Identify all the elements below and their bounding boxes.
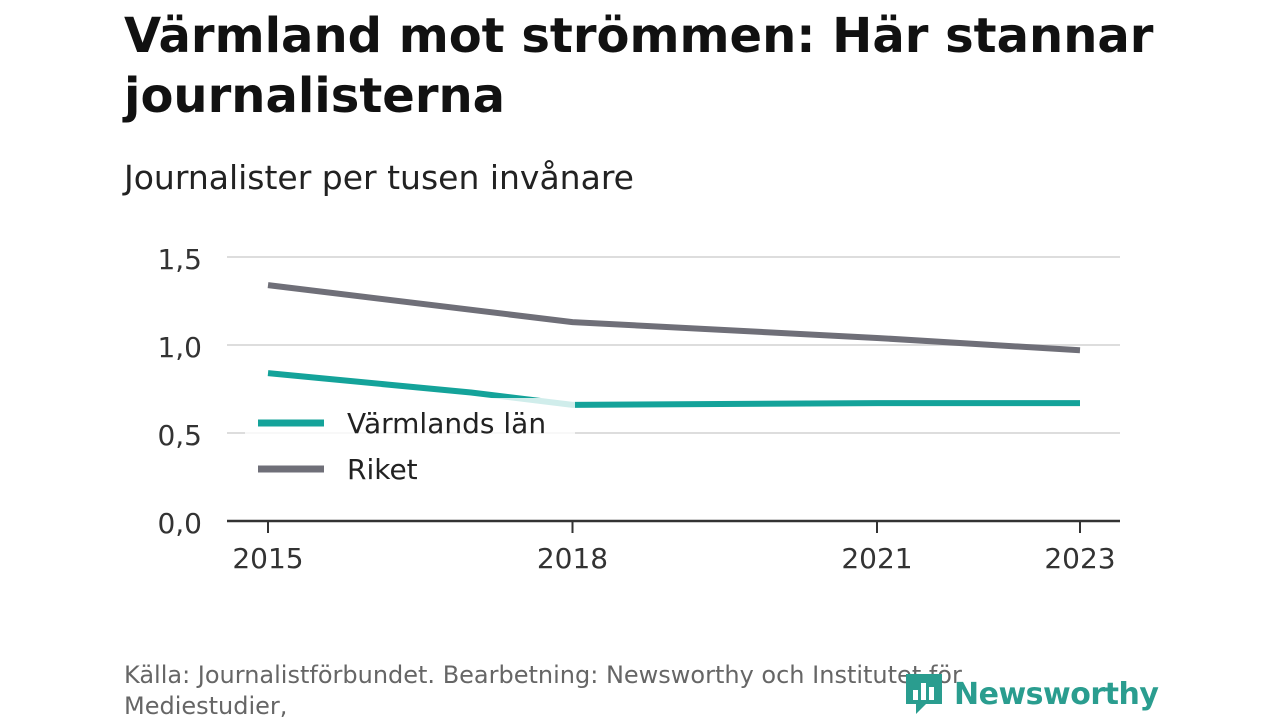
x-tick-label: 2018: [537, 542, 608, 575]
x-tick-label: 2015: [232, 542, 303, 575]
chart-title: Värmland mot strömmen: Här stannar journ…: [124, 8, 1154, 124]
x-tick-label: 2021: [841, 542, 912, 575]
line-chart: 0,0 0,5 1,0 1,5 2015 2018 2021 2023 Värmlands …: [157, 243, 1120, 575]
legend-label: Värmlands län: [347, 407, 546, 440]
y-tick-label: 0,5: [157, 419, 202, 452]
logo-text: Newsworthy: [954, 676, 1159, 712]
source-note: Källa: Journalistförbundet. Bearbetning:…: [124, 661, 962, 720]
x-axis: 2015 2018 2021 2023: [227, 519, 1120, 575]
legend: Värmlands län Riket: [245, 398, 575, 500]
newsworthy-logo: Newsworthy: [902, 670, 1159, 718]
y-tick-label: 0,0: [157, 507, 202, 540]
legend-label: Riket: [347, 453, 418, 486]
y-tick-label: 1,5: [157, 243, 202, 276]
legend-background: [245, 398, 575, 500]
chart-subtitle: Journalister per tusen invånare: [124, 158, 634, 197]
x-tick-label: 2023: [1044, 542, 1115, 575]
newsworthy-logo-icon: [906, 674, 942, 714]
y-tick-label: 1,0: [157, 331, 202, 364]
y-axis-labels: 0,0 0,5 1,0 1,5: [157, 243, 202, 540]
series-line-riket: [267, 282, 1081, 354]
